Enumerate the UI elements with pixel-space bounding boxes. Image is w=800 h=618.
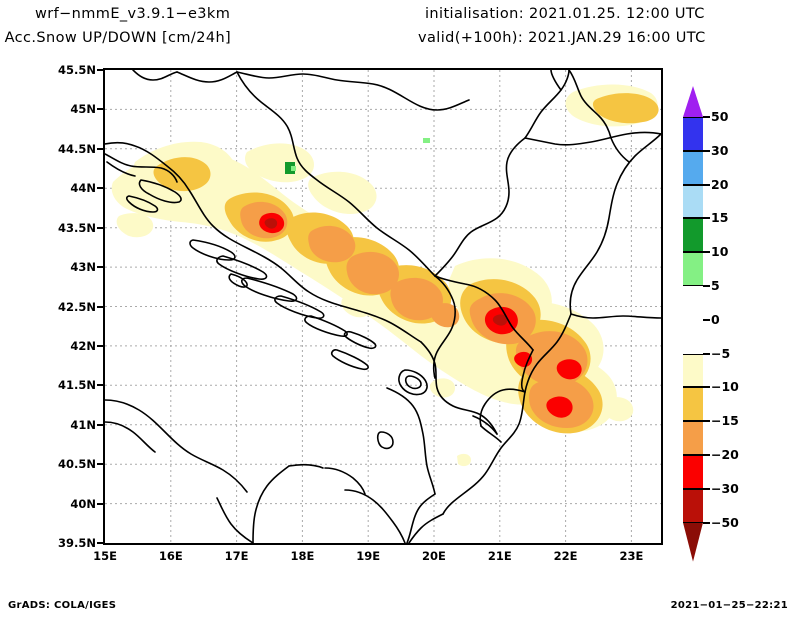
colorbar-segment[interactable] — [683, 150, 703, 185]
lon-tick-label: 17E — [224, 549, 249, 563]
colorbar-segment[interactable] — [683, 387, 703, 422]
lat-tick-label: 41N — [70, 417, 96, 432]
colorbar-tick-mark — [703, 149, 710, 152]
lat-tick-mark — [97, 108, 103, 111]
footer-credit: GrADS: COLA/IGES — [8, 600, 117, 611]
colorbar-tick-mark — [703, 352, 710, 355]
colorbar-tick-label: −50 — [711, 514, 739, 530]
colorbar-segment[interactable] — [683, 184, 703, 219]
lat-tick-label: 39.5N — [58, 536, 96, 550]
lon-tick-label: 18E — [290, 549, 315, 563]
colorbar-tick-mark — [703, 116, 710, 118]
header: wrf−nmmE_v3.9.1−e3km h Acc.Snow UP/DOWN … — [0, 0, 800, 56]
lat-tick-label: 43.5N — [58, 220, 96, 235]
lat-tick-mark — [97, 463, 103, 466]
colorbar-tick-mark — [703, 487, 710, 490]
colorbar-tick-label: 0 — [711, 311, 720, 327]
colorbar-tick-label: −30 — [711, 480, 739, 496]
initialisation-time: initialisation: 2021.01.25. 12:00 UTC — [425, 6, 705, 22]
colorbar-segment[interactable] — [683, 319, 703, 354]
lat-tick-label: 45N — [70, 102, 96, 117]
colorbar-tick-label: 50 — [711, 109, 729, 124]
snow-contour-layer — [111, 84, 659, 467]
lat-tick-mark — [97, 344, 103, 347]
lat-tick-mark — [97, 69, 103, 71]
colorbar-segment[interactable] — [683, 488, 703, 523]
colorbar-segment[interactable] — [683, 252, 703, 286]
colorbar-tick-mark — [703, 285, 710, 287]
field-title: h Acc.Snow UP/DOWN [cm/24h] — [0, 30, 232, 46]
map-panel[interactable] — [103, 68, 663, 545]
colorbar-tick-label: 30 — [711, 142, 729, 158]
lat-tick-label: 45.5N — [58, 63, 96, 77]
colorbar-arrow-bottom — [683, 522, 703, 562]
colorbar-tick-mark — [703, 521, 710, 524]
colorbar-segment[interactable] — [683, 455, 703, 489]
lat-tick-label: 43N — [70, 260, 96, 275]
colorbar-tick-mark — [703, 217, 710, 220]
lat-tick-mark — [97, 187, 103, 190]
lat-tick-mark — [97, 305, 103, 308]
colorbar-tick-mark — [703, 183, 710, 186]
colorbar-tick-mark — [703, 454, 710, 456]
lon-tick-label: 22E — [553, 549, 578, 563]
lon-tick-label: 15E — [93, 549, 117, 563]
colorbar-tick-label: −15 — [711, 413, 739, 429]
colorbar-tick-mark — [703, 251, 710, 254]
colorbar-tick-mark — [703, 420, 710, 423]
lat-tick-label: 41.5N — [58, 378, 96, 393]
colorbar-segment[interactable] — [683, 421, 703, 455]
lat-tick-label: 42.5N — [58, 299, 96, 314]
lon-tick-label: 21E — [487, 549, 512, 563]
colorbar-tick-label: 10 — [711, 244, 729, 260]
lat-tick-mark — [97, 147, 103, 150]
lat-tick-label: 42N — [70, 338, 96, 353]
lat-tick-mark — [97, 502, 103, 505]
colorbar-tick-label: 15 — [711, 210, 729, 226]
colorbar-tick-label: 20 — [711, 176, 729, 192]
colorbar-segment[interactable] — [683, 286, 703, 320]
colorbar-tick-label: −20 — [711, 447, 739, 462]
colorbar-segment[interactable] — [683, 353, 703, 388]
colorbar[interactable]: 50 30 20 15 10 5 0 −5 −10 −15 −20 −30 −50 — [683, 86, 739, 562]
colorbar-segment[interactable] — [683, 117, 703, 151]
lon-tick-label: 16E — [158, 549, 183, 563]
colorbar-tick-label: −10 — [711, 379, 739, 395]
lat-tick-mark — [97, 423, 103, 426]
lat-tick-mark — [97, 266, 103, 269]
lat-tick-mark — [97, 384, 103, 387]
footer-timestamp: 2021−01−25−22:21 — [670, 600, 788, 611]
coastline-border-layer — [105, 70, 661, 543]
valid-time: valid(+100h): 2021.JAN.29 16:00 UTC — [418, 30, 706, 46]
colorbar-tick-label: 5 — [711, 278, 720, 293]
colorbar-tick-mark — [703, 318, 710, 321]
colorbar-segment[interactable] — [683, 218, 703, 253]
lat-tick-label: 40.5N — [58, 457, 96, 472]
lat-tick-label: 44N — [70, 181, 96, 196]
lon-tick-label: 20E — [422, 549, 446, 563]
lon-tick-label: 23E — [619, 549, 644, 563]
lon-tick-label: 19E — [356, 549, 381, 563]
colorbar-tick-mark — [703, 386, 710, 389]
model-title: wrf−nmmE_v3.9.1−e3km — [35, 6, 231, 22]
colorbar-tick-label: −5 — [711, 345, 731, 361]
lat-tick-mark — [97, 226, 103, 229]
lat-tick-mark — [97, 542, 103, 544]
colorbar-arrow-top — [683, 86, 703, 117]
lat-tick-label: 44.5N — [58, 141, 96, 156]
lat-tick-label: 40N — [70, 496, 96, 511]
